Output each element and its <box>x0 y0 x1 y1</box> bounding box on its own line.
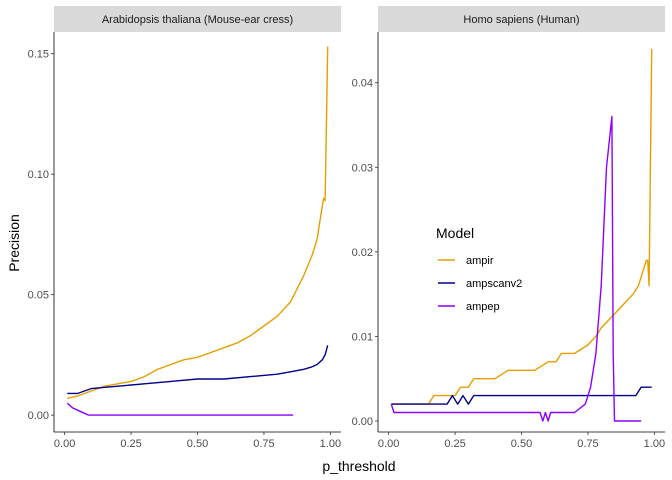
x-tick-label: 0.50 <box>511 438 532 450</box>
panel-1: Arabidopsis thaliana (Mouse-ear cress) 0.… <box>28 6 341 450</box>
y-tick-label: 0.10 <box>28 169 49 181</box>
x-tick-label: 0.00 <box>378 438 399 450</box>
x-tick-label: 1.00 <box>320 438 341 450</box>
panel-strip <box>378 6 665 32</box>
legend-label-ampir: ampir <box>466 255 494 267</box>
legend: Model ampir ampscanv2 ampep <box>436 225 522 313</box>
series-line-ampir <box>67 46 329 399</box>
series-line-ampscanv2 <box>67 345 329 395</box>
x-tick-label: 0.50 <box>187 438 208 450</box>
y-tick-label: 0.05 <box>28 290 49 302</box>
y-tick-label: 0.15 <box>28 49 49 61</box>
series-line-ampscanv2 <box>391 386 652 405</box>
panel-strip-label: Arabidopsis thaliana (Mouse-ear cress) <box>102 14 293 26</box>
y-tick-label: 0.02 <box>352 247 373 259</box>
x-tick-label: 1.00 <box>644 438 665 450</box>
y-tick-label: 0.03 <box>352 162 373 174</box>
x-axis-title: p_threshold <box>322 458 395 474</box>
y-tick-label: 0.04 <box>352 78 373 90</box>
series-line-ampep <box>66 402 294 416</box>
y-tick-label: 0.01 <box>352 331 373 343</box>
x-tick-label: 0.25 <box>444 438 465 450</box>
legend-label-ampep: ampep <box>466 301 500 313</box>
series-line-ampir <box>391 48 653 405</box>
panel-2: Homo sapiens (Human) 0.00 0.01 0.02 0.03 0.04… <box>352 6 665 450</box>
x-tick-label: 0.75 <box>577 438 598 450</box>
panel-strip <box>54 6 341 32</box>
x-tick-label: 0.25 <box>120 438 141 450</box>
x-tick-label: 0.00 <box>54 438 75 450</box>
panel-strip-label: Homo sapiens (Human) <box>463 14 579 26</box>
y-tick-label: 0.00 <box>28 410 49 422</box>
y-axis-title: Precision <box>6 214 22 272</box>
series-line-ampep <box>390 115 642 422</box>
legend-title: Model <box>436 225 474 241</box>
y-tick-label: 0.00 <box>352 416 373 428</box>
legend-label-ampscanv2: ampscanv2 <box>466 278 522 290</box>
x-tick-label: 0.75 <box>253 438 274 450</box>
